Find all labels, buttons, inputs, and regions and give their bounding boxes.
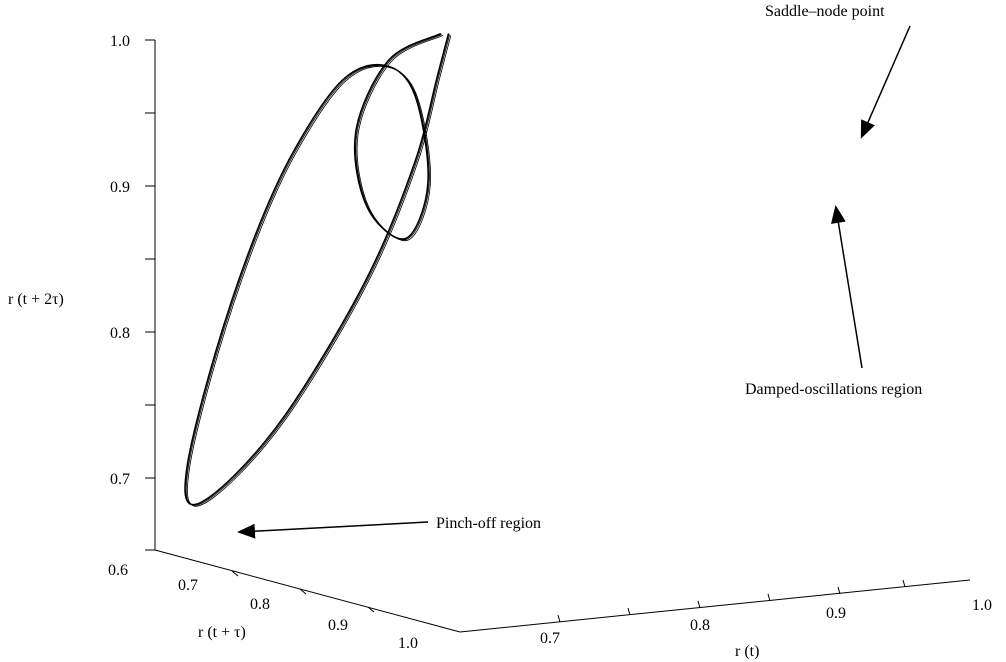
damped-oscillations-label: Damped-oscillations region [745, 381, 922, 398]
y-axis-ticks [231, 570, 375, 613]
x-tick-0.7 [557, 614, 561, 623]
y-tick-label: 0.7 [178, 577, 198, 594]
x-axis-line [459, 579, 971, 633]
z-tick-label: 0.7 [110, 471, 130, 488]
y-tick-label: 1.0 [398, 635, 418, 652]
trajectory-point [366, 206, 368, 208]
z-axis-label: r (t + 2τ) [8, 291, 64, 308]
trajectory-point [233, 474, 236, 476]
z-tick-label: 0.8 [110, 325, 130, 342]
trajectory-group [184, 33, 452, 507]
trajectory-point [293, 402, 295, 404]
y-tick-0.8 [299, 588, 307, 595]
x-tick-minor [627, 607, 631, 616]
trajectory-line [187, 35, 452, 507]
trajectory-point [414, 161, 416, 163]
trajectory-point [405, 237, 407, 240]
y-axis-label: r (t + τ) [198, 624, 246, 641]
trajectory-point [384, 64, 386, 67]
pinch-off-arrow [237, 521, 429, 539]
x-tick-minor [902, 579, 906, 588]
z-tick-label: 0.6 [108, 562, 128, 579]
x-tick-label: 1.0 [972, 597, 992, 614]
y-axis-line [154, 549, 461, 633]
trajectory-point [439, 33, 441, 35]
x-axis-label: r (t) [735, 643, 759, 660]
x-tick-label: 0.9 [826, 605, 846, 622]
y-tick-0.9 [367, 606, 375, 613]
x-tick-label: 0.8 [690, 617, 710, 634]
trajectory-point [341, 79, 343, 81]
trajectory-point [387, 60, 389, 62]
y-tick-0.7 [231, 570, 239, 577]
saddle-node-arrow [860, 25, 911, 139]
y-tick-label: 0.9 [328, 617, 348, 634]
x-tick-0.9 [837, 586, 841, 595]
z-tick-label: 1.0 [110, 33, 130, 50]
saddle-node-label: Saddle–node point [765, 3, 885, 20]
trajectory-point [191, 503, 193, 506]
z-axis-ticks [145, 39, 155, 551]
trajectory-point [292, 150, 295, 153]
pinch-off-label: Pinch-off region [436, 515, 541, 532]
trajectory-line [185, 34, 451, 506]
x-axis-ticks [557, 579, 906, 623]
x-tick-0.8 [697, 600, 701, 609]
trajectory-point [427, 181, 429, 183]
z-tick-label: 0.9 [110, 179, 130, 196]
trajectory-line [184, 33, 450, 506]
x-tick-minor [767, 593, 771, 602]
trajectory-point [436, 76, 438, 78]
damped-oscillations-arrow [831, 205, 863, 369]
x-tick-label: 0.7 [540, 630, 560, 647]
y-tick-label: 0.8 [250, 596, 270, 613]
trajectory-point [215, 349, 217, 352]
trajectory-point [187, 462, 189, 465]
trajectory-point [367, 275, 369, 277]
trajectory-point [414, 94, 416, 96]
trajectory-point [254, 235, 256, 237]
trajectory-point [355, 131, 357, 134]
trajectory-point [447, 33, 449, 35]
